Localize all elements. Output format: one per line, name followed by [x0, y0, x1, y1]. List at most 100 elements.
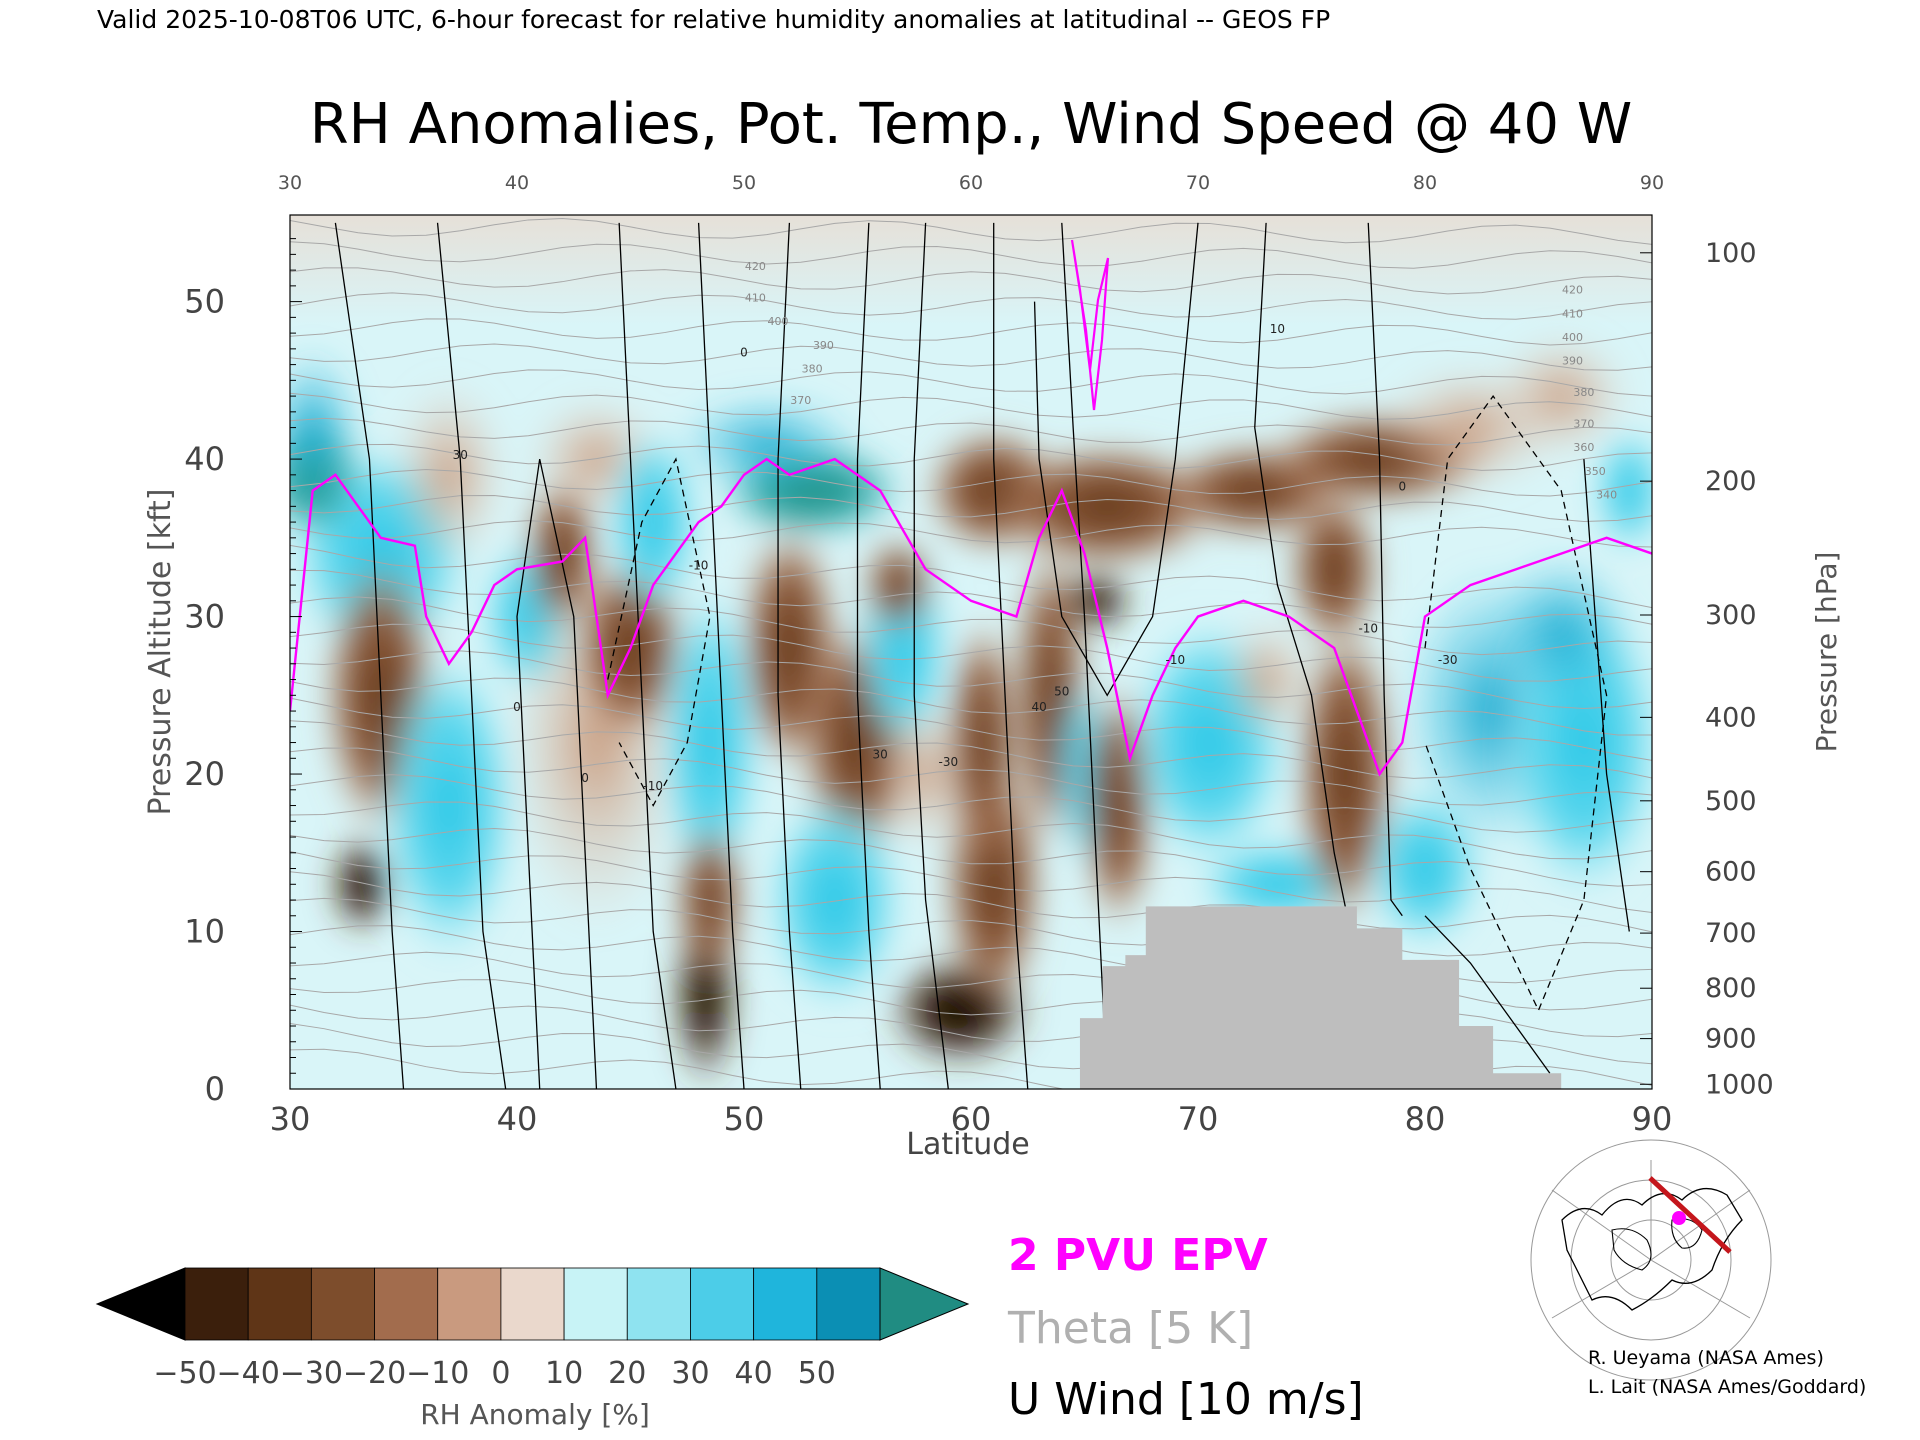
- rh-anomaly-blob: [1220, 616, 1312, 743]
- top-x-tick-label: 60: [959, 172, 983, 194]
- legend-epv: 2 PVU EPV: [1008, 1230, 1268, 1281]
- theta-contour-label: 390: [1562, 355, 1583, 368]
- theta-contour: [290, 292, 1652, 320]
- colorbar-arrow-high: [879, 1267, 970, 1341]
- x-tick-label: 90: [1632, 1100, 1673, 1138]
- theta-contour: [290, 650, 1652, 710]
- colorbar-tick-label: 10: [545, 1356, 583, 1391]
- map-coastline: [1611, 1228, 1652, 1271]
- y-tick-label: 30: [184, 598, 225, 636]
- top-x-tick-label: 80: [1413, 172, 1437, 194]
- theta-contour-label: 370: [1573, 418, 1594, 431]
- wind-contour-label: 40: [1031, 700, 1046, 714]
- colorbar-swatch: [753, 1267, 818, 1341]
- theta-contour: [290, 318, 1652, 346]
- theta-contour-label: 340: [1596, 488, 1617, 501]
- colorbar-swatch: [816, 1267, 881, 1341]
- pressure-tick-label: 100: [1705, 238, 1757, 269]
- theta-contour-label: 420: [1562, 284, 1583, 297]
- rh-anomaly-blob: [946, 616, 1019, 869]
- y-tick-label: 0: [205, 1070, 225, 1108]
- x-tick-label: 40: [497, 1100, 538, 1138]
- colorbar-tick-label: −20: [343, 1356, 406, 1391]
- pressure-tick-label: 400: [1705, 702, 1757, 733]
- pressure-axis-tick-labels: 100 200 300 400 500 600 700 800 900 1000: [1705, 238, 1774, 1100]
- u-wind-contour: [1254, 222, 1358, 964]
- wind-contour-label: 30: [453, 448, 468, 462]
- legend-uwind: U Wind [10 m/s]: [1008, 1374, 1364, 1425]
- colorbar-tick-label: −40: [217, 1356, 280, 1391]
- pressure-tick-label: 1000: [1705, 1069, 1774, 1100]
- pressure-tick-label: 300: [1705, 600, 1757, 631]
- theta-contour-label: 360: [1573, 441, 1594, 454]
- theta-contour: [290, 623, 1652, 682]
- rh-anomaly-blob: [660, 585, 760, 901]
- colorbar-swatch: [247, 1267, 312, 1341]
- theta-contour: [290, 544, 1652, 609]
- colorbar-tick-label: 40: [735, 1356, 773, 1391]
- map-latitude-circle: [1530, 1139, 1772, 1381]
- theta-contour-label: 400: [1562, 331, 1583, 344]
- colorbar-swatch: [626, 1267, 691, 1341]
- y-tick-label: 10: [184, 913, 225, 951]
- chart-title: RH Anomalies, Pot. Temp., Wind Speed @ 4…: [310, 92, 1632, 157]
- cross-section-track: [1648, 1176, 1732, 1254]
- pressure-tick-label: 500: [1705, 786, 1757, 817]
- wind-contour-label: 0: [513, 700, 521, 714]
- x-axis-label: Latitude: [906, 1127, 1029, 1162]
- theta-contour-label: 370: [790, 394, 811, 407]
- theta-contour: [290, 1048, 1329, 1089]
- rh-anomaly-blob: [1595, 427, 1652, 554]
- u-wind-contours: [334, 222, 1630, 1089]
- u-wind-contour: [334, 222, 405, 1089]
- theta-contour: [290, 520, 1652, 548]
- colorbar-swatch: [437, 1267, 502, 1341]
- u-wind-contour-negative: [1424, 394, 1608, 1012]
- credit-lait: L. Lait (NASA Ames/Goddard): [1588, 1376, 1866, 1398]
- wind-contour-label: -30: [1438, 653, 1458, 667]
- rh-anomaly-blob: [1493, 333, 1630, 460]
- theta-contour-label: 400: [768, 315, 789, 328]
- y2-axis-label: Pressure [hPa]: [1810, 552, 1843, 753]
- map-coastline: [1671, 1218, 1703, 1249]
- top-x-tick-label: 90: [1640, 172, 1664, 194]
- u-wind-contour: [777, 222, 802, 1089]
- colorbar-swatch: [690, 1267, 755, 1341]
- theta-contours: [290, 217, 1652, 1089]
- u-wind-contour: [618, 222, 677, 1089]
- theta-contour-label: 410: [745, 292, 766, 305]
- theta-contour-label: 390: [813, 339, 834, 352]
- colorbar-tick-label: 50: [798, 1356, 836, 1391]
- x-tick-label: 80: [1405, 1100, 1446, 1138]
- rh-anomaly-blob: [330, 833, 395, 935]
- pressure-tick-label: 800: [1705, 973, 1757, 1004]
- u-wind-contour: [436, 222, 507, 1089]
- pressure-tick-label: 600: [1705, 857, 1757, 888]
- wind-contour-label: -30: [938, 755, 958, 769]
- colorbar-tick-label: −30: [280, 1356, 343, 1391]
- theta-contour: [290, 417, 1652, 446]
- colorbar-tick-label: −10: [406, 1356, 469, 1391]
- wind-contour-label: 0: [740, 346, 748, 360]
- colorbar-swatch: [184, 1267, 249, 1341]
- theta-contour: [290, 569, 1652, 628]
- wind-contour-label: 30: [873, 747, 888, 761]
- x-tick-label: 30: [270, 1100, 311, 1138]
- rh-anomaly-field: [290, 215, 1652, 1089]
- pressure-tick-label: 200: [1705, 466, 1757, 497]
- theta-contour: [290, 343, 1652, 371]
- wind-contour-label: 10: [1270, 322, 1285, 336]
- top-x-tick-label: 30: [278, 172, 302, 194]
- u-wind-contour: [697, 222, 745, 1089]
- colorbar-swatch: [563, 1267, 628, 1341]
- theta-contour-label: 380: [1573, 386, 1594, 399]
- rh-anomaly-blob: [392, 380, 506, 570]
- theta-contour: [290, 774, 1652, 833]
- terrain-mask: [1079, 906, 1562, 1089]
- theta-contour: [290, 827, 1652, 887]
- theta-contour: [290, 267, 1652, 295]
- theta-contour: [290, 677, 1652, 736]
- u-wind-contour: [1061, 222, 1108, 1089]
- colorbar-swatch: [310, 1267, 375, 1341]
- header-text: Valid 2025-10-08T06 UTC, 6-hour forecast…: [97, 5, 1330, 34]
